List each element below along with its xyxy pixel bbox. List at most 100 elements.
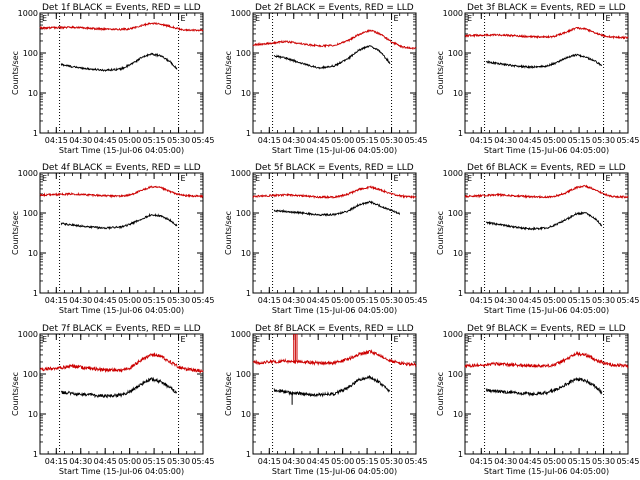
x-tick-label: 05:00 xyxy=(543,296,566,305)
x-tick-label: 05:45 xyxy=(404,296,427,305)
corner-marker-right: E xyxy=(394,174,399,183)
y-tick-label: 1000 xyxy=(231,169,251,178)
series-lld-line xyxy=(252,348,417,368)
series-lld-line xyxy=(464,184,629,199)
corner-marker-left: E xyxy=(467,335,472,344)
x-tick-label: 05:45 xyxy=(616,296,639,305)
corner-marker-left: E xyxy=(255,174,260,183)
corner-marker-right: E xyxy=(606,174,611,183)
panel-det-9: Det 9f BLACK = Events, RED = LLD 1 10 100 10… xyxy=(436,324,640,476)
panel-det-4: Det 4f BLACK = Events, RED = LLD 1 10 100 10… xyxy=(11,163,215,315)
x-axis-label: Start Time (15-Jul-06 04:05:00) xyxy=(272,306,397,315)
x-tick-label: 04:15 xyxy=(258,296,281,305)
x-axis-label: Start Time (15-Jul-06 04:05:00) xyxy=(272,467,397,476)
x-axis-label: Start Time (15-Jul-06 04:05:00) xyxy=(484,306,609,315)
x-tick-label: 05:45 xyxy=(616,136,639,145)
series-events-line xyxy=(273,45,391,70)
x-tick-label: 05:30 xyxy=(167,136,190,145)
y-axis-label: Counts/sec xyxy=(436,372,445,416)
x-tick-label: 04:15 xyxy=(470,296,493,305)
y-tick-label: 1000 xyxy=(443,330,463,339)
y-tick-label: 100 xyxy=(23,209,38,218)
x-tick-label: 04:45 xyxy=(307,136,330,145)
x-axis-label: Start Time (15-Jul-06 04:05:00) xyxy=(272,146,397,155)
x-tick-label: 05:30 xyxy=(592,457,615,466)
x-tick-label: 05:00 xyxy=(331,457,354,466)
y-tick-label: 1000 xyxy=(443,169,463,178)
corner-marker-left: E xyxy=(42,14,47,23)
y-tick-label: 100 xyxy=(23,49,38,58)
series-lld-line xyxy=(252,185,417,200)
corner-marker-right: E xyxy=(606,14,611,23)
series-lld-line xyxy=(464,350,629,369)
y-tick-label: 1000 xyxy=(231,330,251,339)
x-tick-label: 04:30 xyxy=(69,296,92,305)
y-axis-label: Counts/sec xyxy=(224,211,233,255)
corner-marker-right: E xyxy=(181,335,186,344)
y-tick-label: 1 xyxy=(458,289,463,298)
corner-marker-left: E xyxy=(255,335,260,344)
panel-det-5: Det 5f BLACK = Events, RED = LLD 1 10 100 10… xyxy=(224,163,428,315)
x-tick-label: 05:00 xyxy=(543,136,566,145)
y-axis-label: Counts/sec xyxy=(224,372,233,416)
panel-det-8: Det 8f BLACK = Events, RED = LLD 1 10 100 10… xyxy=(224,324,428,476)
x-tick-label: 05:30 xyxy=(167,296,190,305)
x-tick-label: 05:15 xyxy=(356,296,379,305)
y-tick-label: 100 xyxy=(236,209,251,218)
x-tick-label: 04:15 xyxy=(45,296,68,305)
x-tick-label: 05:15 xyxy=(568,136,591,145)
y-tick-label: 10 xyxy=(28,89,38,98)
x-tick-label: 04:15 xyxy=(45,136,68,145)
panel-title: Det 4f BLACK = Events, RED = LLD xyxy=(42,163,201,173)
x-tick-label: 05:45 xyxy=(191,457,214,466)
x-tick-label: 04:45 xyxy=(307,296,330,305)
x-tick-label: 05:45 xyxy=(191,136,214,145)
corner-marker-left: E xyxy=(255,14,260,23)
corner-marker-right: E xyxy=(181,14,186,23)
x-tick-label: 04:15 xyxy=(258,457,281,466)
y-tick-label: 10 xyxy=(241,89,251,98)
x-tick-label: 05:15 xyxy=(143,457,166,466)
x-tick-label: 05:00 xyxy=(118,296,141,305)
y-tick-label: 100 xyxy=(23,370,38,379)
x-tick-label: 04:45 xyxy=(519,136,542,145)
x-tick-label: 05:30 xyxy=(380,296,403,305)
panel-title: Det 1f BLACK = Events, RED = LLD xyxy=(42,3,201,13)
x-tick-label: 05:45 xyxy=(404,457,427,466)
y-tick-label: 1000 xyxy=(18,330,38,339)
x-tick-label: 04:30 xyxy=(282,136,305,145)
x-tick-label: 05:30 xyxy=(592,136,615,145)
series-lld-line xyxy=(39,352,204,374)
series-lld-line xyxy=(465,26,629,40)
panel-title: Det 7f BLACK = Events, RED = LLD xyxy=(42,324,201,334)
y-tick-label: 10 xyxy=(28,410,38,419)
panel-det-3: Det 3f BLACK = Events, RED = LLD 1 10 100 10… xyxy=(436,3,640,155)
x-tick-label: 05:00 xyxy=(543,457,566,466)
x-tick-label: 05:15 xyxy=(356,457,379,466)
y-tick-label: 1 xyxy=(458,450,463,459)
corner-marker-right: E xyxy=(394,335,399,344)
panel-title: Det 9f BLACK = Events, RED = LLD xyxy=(467,324,626,334)
y-tick-label: 10 xyxy=(241,249,251,258)
x-tick-label: 04:15 xyxy=(45,457,68,466)
x-axis-label: Start Time (15-Jul-06 04:05:00) xyxy=(59,467,184,476)
x-tick-label: 04:45 xyxy=(307,457,330,466)
corner-marker-left: E xyxy=(42,174,47,183)
x-tick-label: 04:15 xyxy=(470,457,493,466)
y-axis-label: Counts/sec xyxy=(224,51,233,95)
x-tick-label: 05:15 xyxy=(568,457,591,466)
x-tick-label: 05:15 xyxy=(568,296,591,305)
x-tick-label: 04:45 xyxy=(519,296,542,305)
series-events-line xyxy=(485,376,603,397)
corner-marker-right: E xyxy=(606,335,611,344)
panel-title: Det 3f BLACK = Events, RED = LLD xyxy=(467,3,626,13)
x-tick-label: 04:30 xyxy=(282,296,305,305)
corner-marker-left: E xyxy=(467,174,472,183)
x-tick-label: 05:30 xyxy=(380,136,403,145)
panel-title: Det 5f BLACK = Events, RED = LLD xyxy=(255,163,414,173)
y-axis-label: Counts/sec xyxy=(11,211,20,255)
y-tick-label: 100 xyxy=(448,49,463,58)
x-tick-label: 05:30 xyxy=(167,457,190,466)
x-tick-label: 05:30 xyxy=(380,457,403,466)
